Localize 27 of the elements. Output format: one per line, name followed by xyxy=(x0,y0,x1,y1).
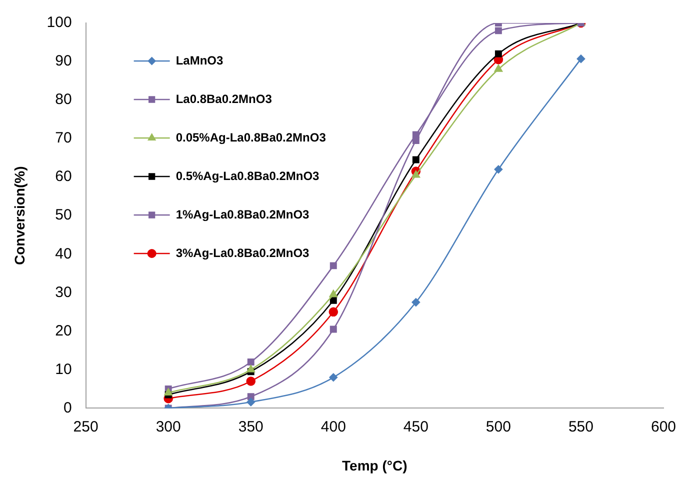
y-tick-label: 70 xyxy=(55,130,72,147)
x-tick-label: 300 xyxy=(156,418,181,436)
legend-label: 3%Ag-La0.8Ba0.2MnO3 xyxy=(176,246,310,260)
legend-label: 0.5%Ag-La0.8Ba0.2MnO3 xyxy=(176,168,320,183)
x-tick-label: 600 xyxy=(650,418,676,436)
y-tick-label: 100 xyxy=(46,14,72,32)
y-tick-label: 40 xyxy=(55,245,72,262)
x-tick-label: 400 xyxy=(320,418,346,436)
legend-label: La0.8Ba0.2MnO3 xyxy=(176,92,272,106)
y-tick-label: 50 xyxy=(55,206,72,224)
y-tick-label: 60 xyxy=(55,168,72,186)
x-tick-label: 550 xyxy=(568,418,594,436)
legend-label: LaMnO3 xyxy=(176,53,224,68)
x-tick-label: 350 xyxy=(238,418,264,436)
x-axis-title: Temp (°C) xyxy=(342,457,408,474)
y-axis-title: Conversion(%) xyxy=(11,166,28,265)
y-tick-label: 10 xyxy=(55,360,72,378)
y-tick-label: 0 xyxy=(63,399,72,416)
x-tick-label: 500 xyxy=(486,418,511,436)
x-tick-label: 450 xyxy=(403,418,428,436)
x-tick-label: 250 xyxy=(73,418,98,436)
y-tick-label: 30 xyxy=(55,284,72,301)
legend-label: 0.05%Ag-La0.8Ba0.2MnO3 xyxy=(176,130,326,144)
y-tick-label: 20 xyxy=(55,322,72,340)
legend-label: 1%Ag-La0.8Ba0.2MnO3 xyxy=(176,207,310,222)
y-tick-label: 90 xyxy=(55,52,72,70)
y-tick-label: 80 xyxy=(55,91,72,108)
